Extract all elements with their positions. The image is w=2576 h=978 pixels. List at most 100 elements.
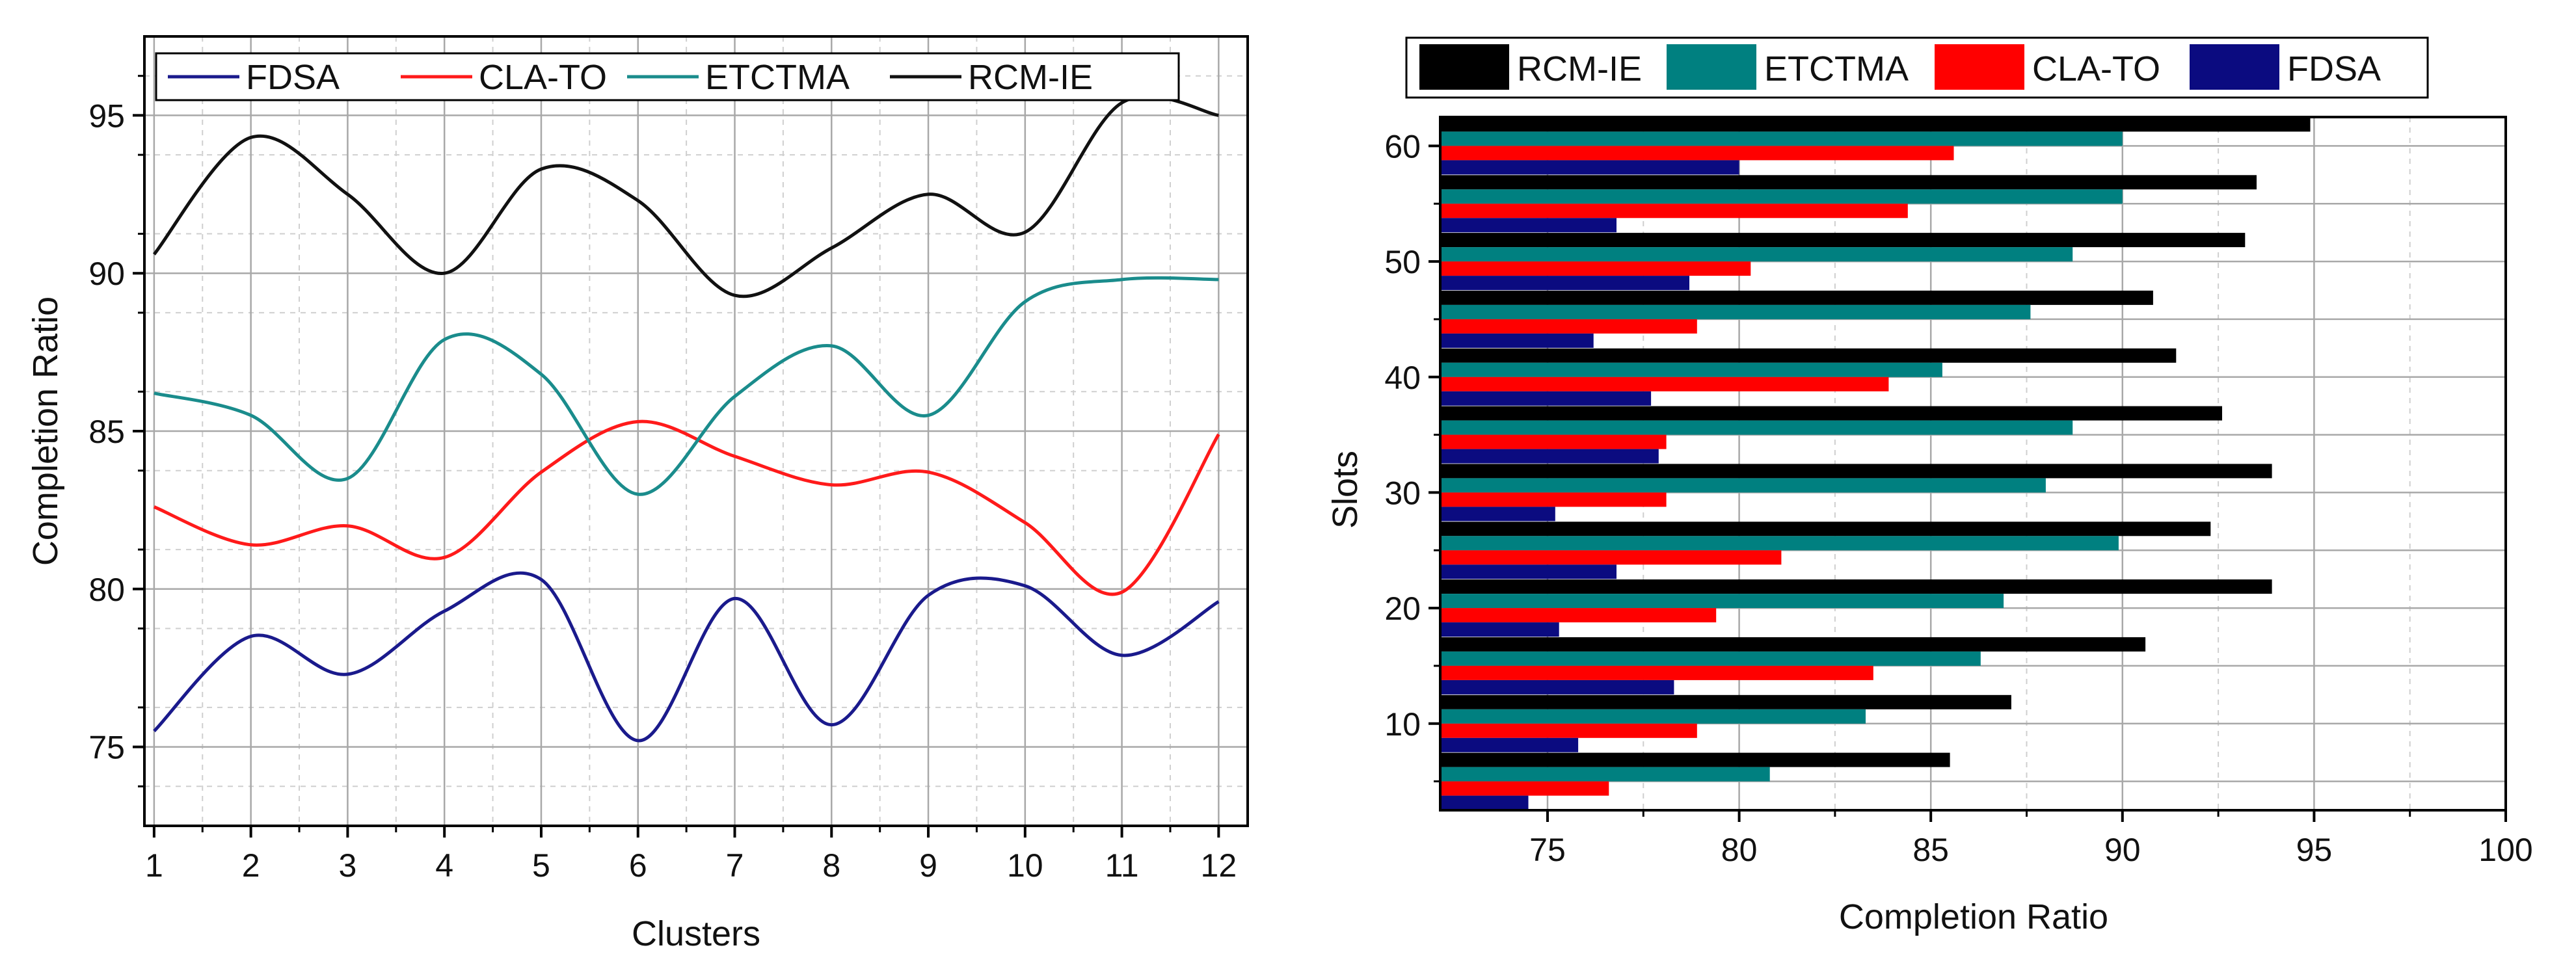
bar-cla-to (1440, 434, 1667, 449)
bar-cla-to (1440, 608, 1717, 623)
bar-fdsa (1440, 333, 1594, 348)
bar-cla-to (1440, 781, 1609, 796)
legend-swatch-fdsa (2190, 44, 2279, 90)
x-tick-label: 6 (629, 847, 647, 884)
series-line-cla-to (153, 419, 1220, 596)
legend-label-cla-to: CLA-TO (2032, 49, 2160, 88)
y-tick-label: 40 (1384, 360, 1421, 396)
y-tick-label: 90 (88, 256, 125, 292)
bar-rcm-ie (1440, 175, 2257, 190)
bar-etctma (1440, 536, 2119, 551)
bar-fdsa (1440, 276, 1689, 291)
bar-fdsa (1440, 218, 1617, 233)
bar-etctma (1440, 651, 1981, 666)
bar-etctma (1440, 767, 1770, 782)
bar-rcm-ie (1440, 290, 2153, 305)
y-tick-label: 50 (1384, 244, 1421, 280)
bar-cla-to (1440, 204, 1908, 218)
x-tick-label: 11 (1105, 847, 1139, 884)
legend-label-etctma: ETCTMA (705, 58, 850, 97)
x-tick-label: 3 (339, 847, 357, 884)
bar-rcm-ie (1440, 348, 2177, 363)
x-tick-label: 95 (2296, 832, 2333, 868)
legend-label-rcm-ie: RCM-IE (968, 58, 1093, 97)
legend-label-fdsa: FDSA (2287, 49, 2381, 88)
bar-rcm-ie (1440, 579, 2272, 594)
bar-etctma (1440, 131, 2123, 146)
x-tick-label: 4 (435, 847, 453, 884)
x-tick-label: 80 (1721, 832, 1758, 868)
x-tick-label: 8 (822, 847, 840, 884)
bar-cla-to (1440, 319, 1697, 334)
x-tick-label: 1 (145, 847, 163, 884)
bar-rcm-ie (1440, 752, 1950, 767)
series-line-rcm-ie (152, 94, 1219, 298)
y-tick-label: 10 (1384, 706, 1421, 743)
legend-label-cla-to: CLA-TO (479, 58, 607, 97)
series-line-fdsa (153, 571, 1220, 743)
line-chart-grid (144, 36, 1248, 826)
x-tick-label: 90 (2104, 832, 2141, 868)
bar-rcm-ie (1440, 522, 2211, 536)
bar-etctma (1440, 420, 2073, 435)
bar-chart-frame (1439, 116, 2507, 812)
y-tick-label: 80 (88, 572, 125, 608)
bar-fdsa (1440, 160, 1739, 175)
bar-rcm-ie (1440, 233, 2246, 248)
bar-fdsa (1440, 737, 1579, 752)
legend-swatch-etctma (1667, 44, 1756, 90)
bar-etctma (1440, 478, 2046, 493)
bar-rcm-ie (1440, 464, 2272, 479)
bar-chart-y-axis-label: Slots (1326, 451, 1365, 529)
bar-cla-to (1440, 665, 1873, 680)
x-tick-label: 9 (919, 847, 937, 884)
bar-rcm-ie (1440, 694, 2011, 709)
y-tick-label: 85 (88, 414, 125, 450)
x-tick-label: 10 (1007, 847, 1043, 884)
bar-rcm-ie (1440, 637, 2146, 652)
bar-cla-to (1440, 261, 1751, 276)
bar-chart-bars (1440, 117, 2311, 810)
x-tick-label: 5 (532, 847, 550, 884)
x-tick-label: 7 (726, 847, 744, 884)
y-tick-label: 75 (88, 730, 125, 766)
line-chart-legend: FDSA CLA-TO ETCTMA RCM-IE (155, 52, 1180, 101)
bar-fdsa (1440, 391, 1652, 406)
bar-etctma (1440, 362, 1942, 377)
bar-fdsa (1440, 449, 1659, 464)
legend-label-etctma: ETCTMA (1764, 49, 1909, 88)
legend-swatch-cla-to (1935, 44, 2024, 90)
x-tick-label: 12 (1201, 847, 1237, 884)
bar-chart-x-axis-label: Completion Ratio (1839, 897, 2108, 936)
bar-cla-to (1440, 550, 1782, 565)
bar-etctma (1440, 247, 2073, 262)
bar-etctma (1440, 304, 2031, 319)
y-tick-label: 95 (88, 98, 125, 134)
bar-chart: 75 80 85 90 95 100 10 20 30 40 50 60 RCM-IE ETCTMA CL… (1326, 36, 2533, 936)
y-tick-label: 20 (1384, 590, 1421, 627)
y-tick-label: 30 (1384, 475, 1421, 511)
series-line-etctma (154, 276, 1219, 496)
x-tick-label: 2 (242, 847, 260, 884)
line-chart-y-axis-label: Completion Ratio (26, 297, 65, 566)
bar-rcm-ie (1440, 406, 2222, 421)
bar-fdsa (1440, 795, 1529, 810)
bar-cla-to (1440, 492, 1667, 507)
x-tick-label: 85 (1912, 832, 1949, 868)
bar-fdsa (1440, 507, 1555, 522)
bar-chart-axes: 75 80 85 90 95 100 10 20 30 40 50 60 (1384, 128, 2532, 868)
bar-etctma (1440, 594, 2004, 609)
y-tick-label: 60 (1384, 128, 1421, 165)
bar-fdsa (1440, 564, 1617, 579)
legend-swatch-rcm-ie (1419, 44, 1509, 90)
x-tick-label: 75 (1529, 832, 1566, 868)
line-chart-series (152, 94, 1220, 743)
bar-fdsa (1440, 622, 1559, 637)
bar-cla-to (1440, 377, 1889, 391)
x-tick-label: 100 (2478, 832, 2532, 868)
legend-label-fdsa: FDSA (246, 58, 340, 97)
